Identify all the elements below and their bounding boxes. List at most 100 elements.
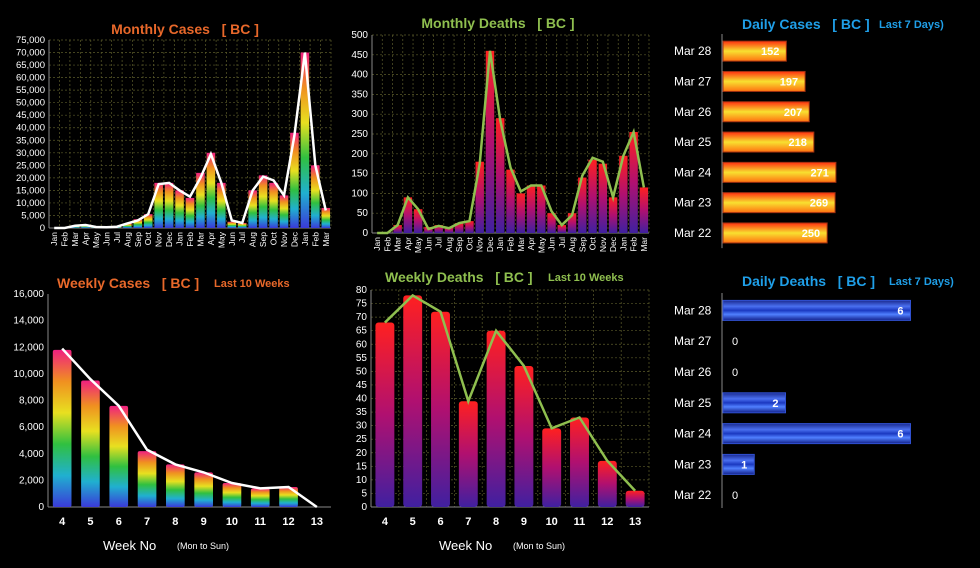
daily-cases-chart: Daily Cases [ BC ] Last 7 Days) Mar 28 152 M…	[674, 16, 944, 249]
y-tick-label: 0	[40, 223, 45, 234]
y-tick-label: 50	[357, 208, 369, 219]
x-tick-label: 4	[382, 516, 389, 528]
daily-deaths-chart: Daily Deaths [ BC ] Last 7 Days) Mar 28 6 Ma…	[674, 273, 954, 511]
bar	[143, 214, 153, 228]
bar	[537, 185, 546, 233]
bar	[625, 490, 645, 507]
x-tick-label: Mar	[639, 237, 649, 252]
y-tick-label: 55,000	[16, 85, 45, 96]
bar	[486, 330, 506, 507]
x-tick-label: 6	[116, 516, 122, 528]
wd-subtitle: Last 10 Weeks	[548, 272, 624, 284]
x-tick-label: Jul	[434, 237, 444, 248]
bar	[639, 187, 649, 233]
bar	[279, 195, 289, 228]
x-tick-label: Oct	[143, 231, 153, 245]
x-tick-label: Jun	[101, 232, 111, 246]
x-tick-label: Feb	[310, 232, 320, 247]
bar	[496, 118, 505, 233]
y-tick-label: Mar 25	[674, 396, 712, 410]
x-tick-label: 11	[574, 516, 586, 528]
y-tick-label: 50	[356, 366, 368, 377]
x-tick-label: Dec	[485, 236, 495, 252]
x-tick-label: Oct	[588, 236, 598, 250]
x-tick-label: Jun	[423, 237, 433, 251]
x-tick-label: 8	[493, 516, 499, 528]
x-tick-label: Sep	[454, 237, 464, 252]
x-tick-label: Sep	[133, 232, 143, 247]
x-tick-label: Aug	[444, 237, 454, 252]
data-label: 0	[732, 367, 738, 379]
x-tick-label: Mar	[195, 232, 205, 247]
x-tick-label: Feb	[629, 237, 639, 252]
x-tick-label: 6	[437, 516, 443, 528]
y-tick-label: 6,000	[19, 422, 44, 433]
y-tick-label: Mar 23	[674, 457, 712, 471]
x-tick-label: Oct	[269, 231, 279, 245]
x-tick-label: May	[536, 236, 546, 253]
x-tick-label: Mar	[516, 237, 526, 252]
weekly-cases-panel: Weekly Cases [ BC ] Last 10 Weeks 0 2,000 4,…	[0, 268, 335, 563]
x-tick-label: Apr	[81, 232, 91, 245]
x-tick-label: Nov	[154, 231, 164, 247]
bar	[300, 52, 310, 229]
y-tick-label: 40,000	[16, 123, 45, 134]
y-tick-label: Mar 28	[674, 303, 712, 317]
x-tick-label: Nov	[279, 231, 289, 247]
bar	[629, 132, 638, 233]
weekly-cases-chart: Weekly Cases [ BC ] Last 10 Weeks 0 2,000 4,…	[13, 275, 331, 553]
dd-subtitle: Last 7 Days)	[889, 276, 954, 288]
bar	[547, 213, 556, 233]
bar	[722, 423, 911, 445]
x-tick-label: 12	[282, 516, 294, 528]
y-tick-label: Mar 27	[674, 74, 712, 88]
wc-subtitle: Last 10 Weeks	[214, 278, 290, 290]
y-tick-label: 200	[351, 149, 368, 160]
x-tick-label: Feb	[506, 237, 516, 252]
bar	[311, 165, 320, 228]
bar	[722, 40, 787, 62]
y-tick-label: Mar 22	[674, 226, 712, 240]
x-tick-label: 13	[629, 516, 641, 528]
bar	[475, 161, 484, 233]
data-label: 271	[811, 167, 829, 179]
x-tick-label: Aug	[122, 232, 132, 247]
y-tick-label: 300	[351, 109, 368, 120]
y-tick-label: 150	[351, 169, 368, 180]
bar	[196, 172, 205, 228]
bar	[722, 161, 837, 183]
x-tick-label: Dec	[289, 231, 299, 247]
x-tick-label: 5	[87, 516, 93, 528]
bar	[222, 483, 242, 507]
y-tick-label: 15,000	[16, 185, 45, 196]
data-label: 197	[780, 76, 798, 88]
bar	[137, 451, 157, 507]
data-label: 207	[784, 107, 802, 119]
bar	[588, 159, 597, 233]
y-tick-label: Mar 25	[674, 135, 712, 149]
x-tick-label: Oct	[464, 236, 474, 250]
x-tick-label: Feb	[382, 237, 392, 252]
bar	[81, 380, 100, 507]
x-tick-label: May	[91, 231, 101, 248]
bar	[526, 185, 536, 233]
x-tick-label: Sep	[258, 232, 268, 247]
y-tick-label: 25	[356, 434, 368, 445]
y-tick-label: 20,000	[16, 173, 45, 184]
dc-subtitle: Last 7 Days)	[879, 19, 944, 31]
bar	[570, 417, 589, 507]
y-tick-label: 4,000	[19, 449, 44, 460]
bar	[206, 152, 216, 228]
bar	[403, 197, 413, 233]
x-tick-label: Sep	[577, 237, 587, 252]
bar	[514, 365, 534, 507]
bar	[375, 322, 395, 507]
y-tick-label: 14,000	[13, 316, 44, 327]
y-tick-label: 10,000	[16, 198, 45, 209]
data-label: 6	[897, 429, 903, 441]
x-tick-label: 8	[172, 516, 178, 528]
x-tick-label: 13	[311, 516, 323, 528]
y-tick-label: 75	[356, 299, 368, 310]
bar	[164, 182, 174, 228]
